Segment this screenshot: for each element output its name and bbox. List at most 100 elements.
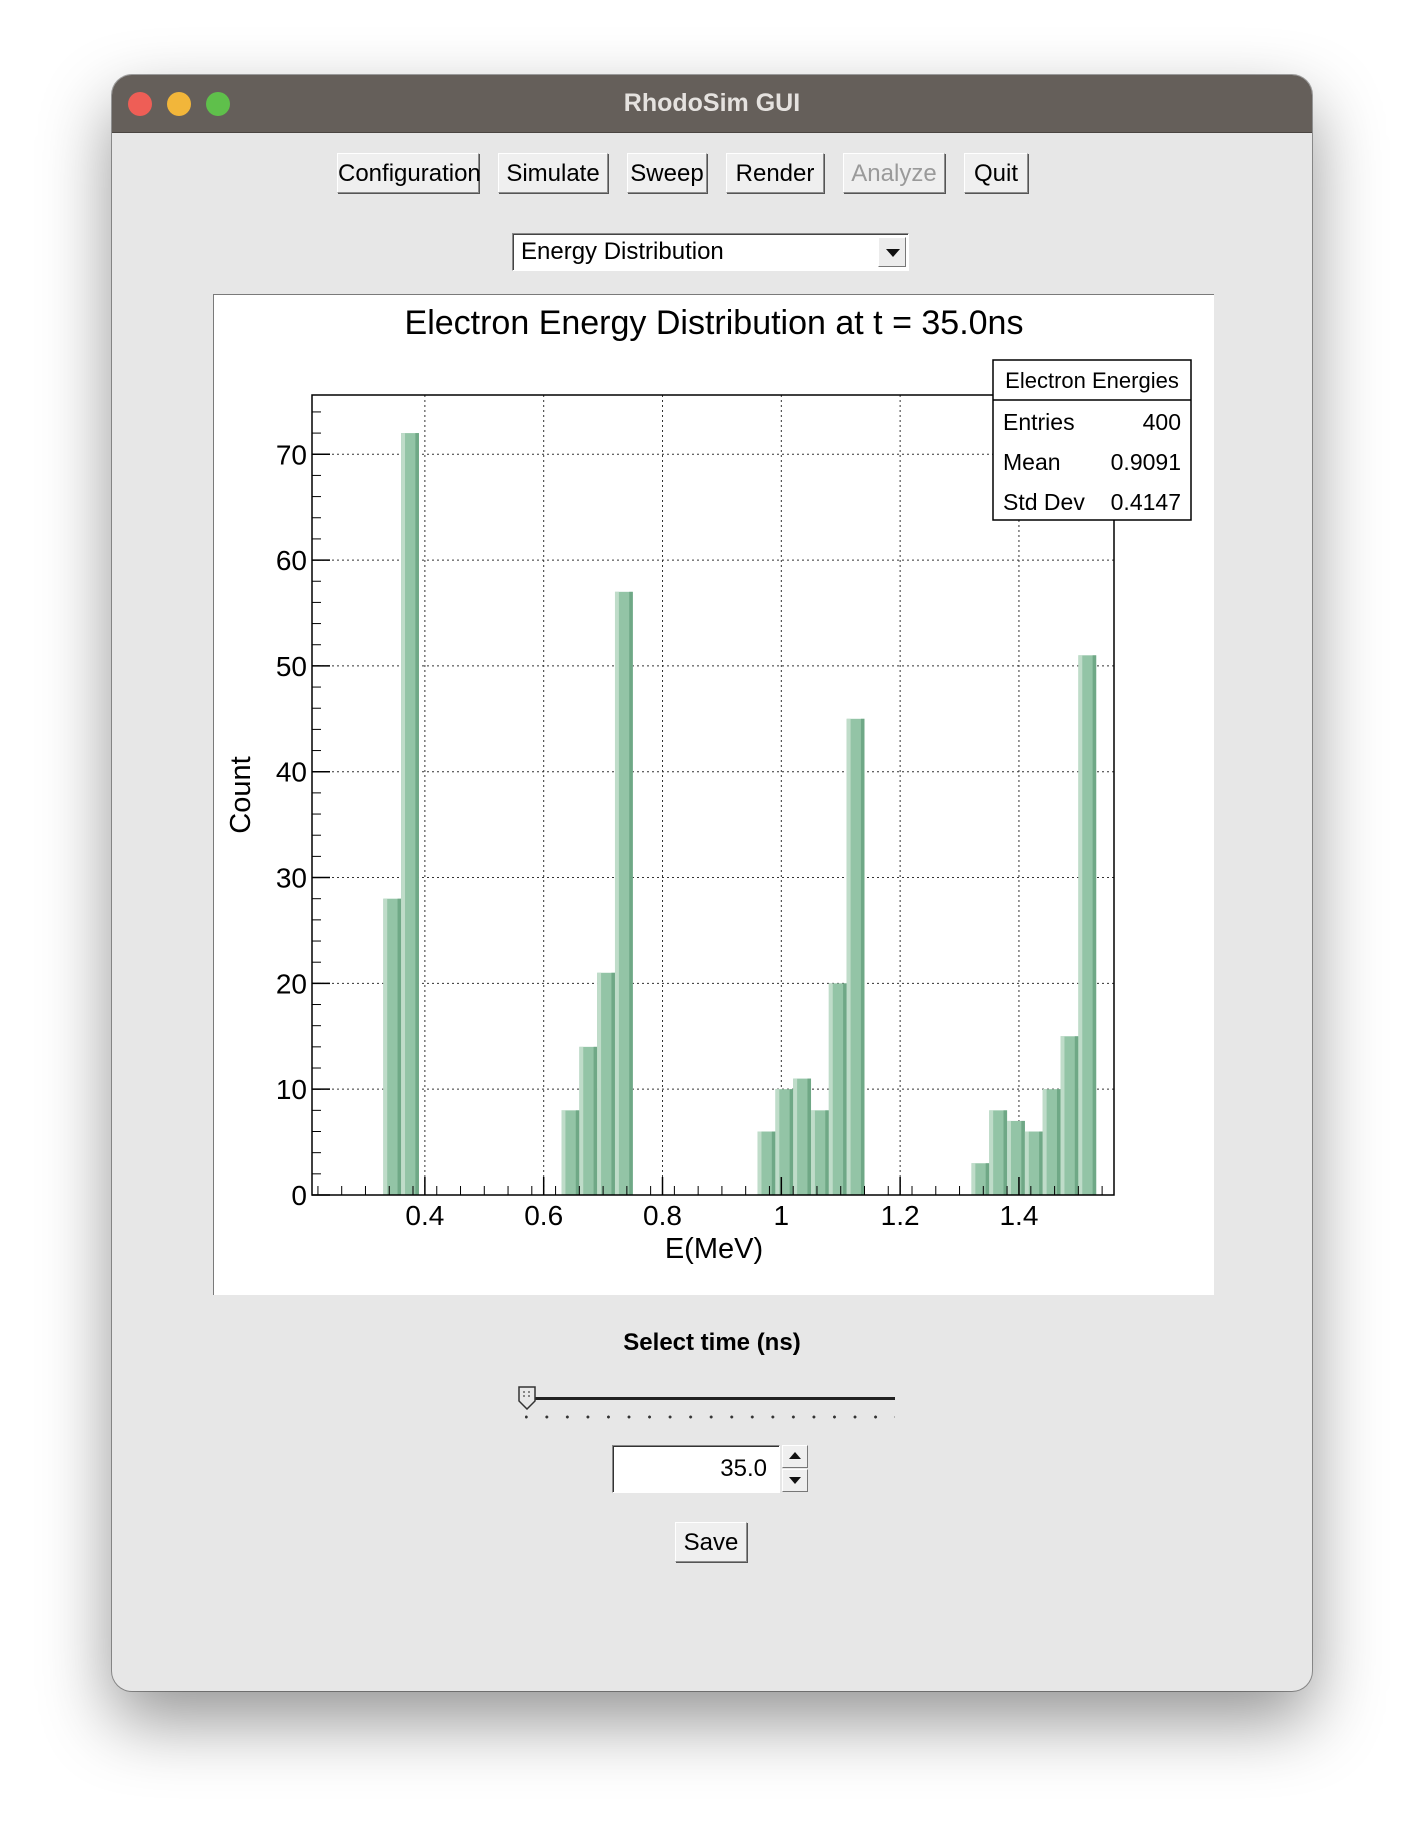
- y-tick-label: 40: [276, 757, 307, 788]
- time-value-field[interactable]: 35.0: [612, 1445, 780, 1493]
- histogram-bar-shade: [825, 1110, 829, 1195]
- histogram-chart: Electron Energy Distribution at t = 35.0…: [225, 304, 1192, 1265]
- histogram-bar-highlight: [757, 1131, 762, 1195]
- time-slider[interactable]: [525, 1397, 895, 1400]
- histogram-bar-body: [846, 718, 865, 1195]
- configuration-button[interactable]: Configuration: [337, 153, 481, 193]
- histogram-bar-body: [971, 1163, 990, 1195]
- stats-box-title: Electron Energies: [1005, 368, 1179, 393]
- histogram-bar-body: [1060, 1036, 1079, 1195]
- histogram-bar-body: [561, 1110, 580, 1195]
- x-tick-label: 1.4: [999, 1200, 1038, 1231]
- histogram-bar-shade: [415, 433, 419, 1196]
- minimize-window-button[interactable]: [167, 92, 191, 116]
- histogram-bar-highlight: [775, 1089, 780, 1195]
- y-tick-label: 10: [276, 1074, 307, 1105]
- window-title: RhodoSim GUI: [623, 89, 801, 117]
- histogram-bar-body: [1078, 655, 1097, 1195]
- histogram-bar: [971, 1163, 990, 1195]
- histogram-bar-shade: [397, 898, 402, 1195]
- histogram-bar-shade: [575, 1110, 580, 1195]
- save-button[interactable]: Save: [675, 1522, 747, 1562]
- increment-button[interactable]: [782, 1445, 808, 1468]
- histogram-bar-highlight: [1060, 1036, 1065, 1195]
- stats-label: Mean: [1003, 449, 1061, 475]
- stats-label: Entries: [1003, 409, 1075, 435]
- histogram-bar-shade: [1074, 1036, 1079, 1195]
- histogram-bar: [1042, 1089, 1061, 1195]
- histogram-bar-shade: [1056, 1089, 1061, 1195]
- histogram-bar-shade: [1003, 1110, 1008, 1195]
- stats-box-frame: [992, 359, 1192, 521]
- y-tick-label: 30: [276, 863, 307, 894]
- y-tick-label: 60: [276, 545, 307, 576]
- histogram-bar-highlight: [1078, 655, 1083, 1195]
- histogram-bar: [989, 1110, 1008, 1195]
- stats-value: 400: [1143, 409, 1181, 435]
- close-window-button[interactable]: [128, 92, 152, 116]
- zoom-window-button[interactable]: [206, 92, 230, 116]
- time-spinbox[interactable]: 35.0: [612, 1445, 808, 1493]
- histogram-bar-shade: [611, 972, 615, 1195]
- histogram-bar-shade: [1039, 1131, 1043, 1195]
- analyze-button[interactable]: Analyze: [843, 153, 945, 193]
- histogram-bar: [1024, 1131, 1043, 1195]
- time-slider-thumb[interactable]: [518, 1386, 536, 1410]
- y-tick-label: 20: [276, 968, 307, 999]
- histogram-bar-body: [614, 591, 633, 1195]
- quit-button[interactable]: Quit: [964, 153, 1028, 193]
- histogram-bar: [579, 1046, 598, 1195]
- y-tick-label: 0: [291, 1180, 307, 1211]
- histogram-bar-body: [579, 1046, 598, 1195]
- time-slider-ticks: [525, 1415, 895, 1419]
- histogram-bar-highlight: [561, 1110, 566, 1195]
- render-button[interactable]: Render: [726, 153, 824, 193]
- histogram-bar: [1060, 1036, 1079, 1195]
- y-axis-label: Count: [225, 756, 257, 833]
- histogram-bar-shade: [771, 1131, 776, 1195]
- histogram-bar-body: [757, 1131, 776, 1195]
- histogram-bar-shade: [789, 1089, 794, 1195]
- histogram-bar-shade: [807, 1078, 812, 1195]
- histogram-bar: [1078, 655, 1097, 1195]
- histogram-bar: [383, 898, 402, 1195]
- histogram-bar-highlight: [1024, 1131, 1029, 1195]
- x-tick-label: 1.2: [881, 1200, 920, 1231]
- histogram-bar-highlight: [793, 1078, 798, 1195]
- histogram-bar-highlight: [579, 1046, 584, 1195]
- histogram-bar: [846, 718, 865, 1195]
- plot-canvas[interactable]: Electron Energy Distribution at t = 35.0…: [213, 294, 1214, 1295]
- stats-value: 0.4147: [1111, 489, 1181, 515]
- histogram-bar-body: [383, 898, 402, 1195]
- x-tick-label: 0.8: [643, 1200, 682, 1231]
- stats-value: 0.9091: [1111, 449, 1181, 475]
- view-select-dropdown[interactable]: Energy Distribution: [512, 233, 909, 271]
- histogram-bar-highlight: [846, 718, 851, 1195]
- histogram-bar-body: [775, 1089, 794, 1195]
- app-window: RhodoSim GUI Configuration Simulate Swee…: [112, 75, 1312, 1691]
- histogram-bar: [811, 1110, 829, 1195]
- histogram-bar: [401, 433, 419, 1196]
- histogram-bar-highlight: [383, 898, 388, 1195]
- simulate-button[interactable]: Simulate: [498, 153, 608, 193]
- histogram-bar: [828, 983, 847, 1195]
- select-time-label: Select time (ns): [623, 1329, 801, 1356]
- title-bar[interactable]: RhodoSim GUI: [112, 75, 1312, 133]
- histogram-bar: [1007, 1120, 1025, 1195]
- chevron-down-icon[interactable]: [878, 237, 906, 267]
- histogram-bar: [793, 1078, 812, 1195]
- histogram-bar: [561, 1110, 580, 1195]
- decrement-button[interactable]: [782, 1469, 808, 1492]
- histogram-bar-shade: [1021, 1120, 1025, 1195]
- histogram-bar-body: [793, 1078, 812, 1195]
- sweep-button[interactable]: Sweep: [627, 153, 707, 193]
- histogram-bar-highlight: [614, 591, 619, 1195]
- histogram-bar-highlight: [401, 433, 406, 1196]
- histogram-bar-highlight: [1042, 1089, 1047, 1195]
- histogram-bar-shade: [629, 591, 633, 1195]
- histogram-bar-highlight: [989, 1110, 994, 1195]
- histogram-bar-body: [989, 1110, 1008, 1195]
- view-select-value: Energy Distribution: [521, 238, 724, 265]
- x-axis-label: E(MeV): [665, 1233, 763, 1265]
- chart-title: Electron Energy Distribution at t = 35.0…: [405, 304, 1024, 342]
